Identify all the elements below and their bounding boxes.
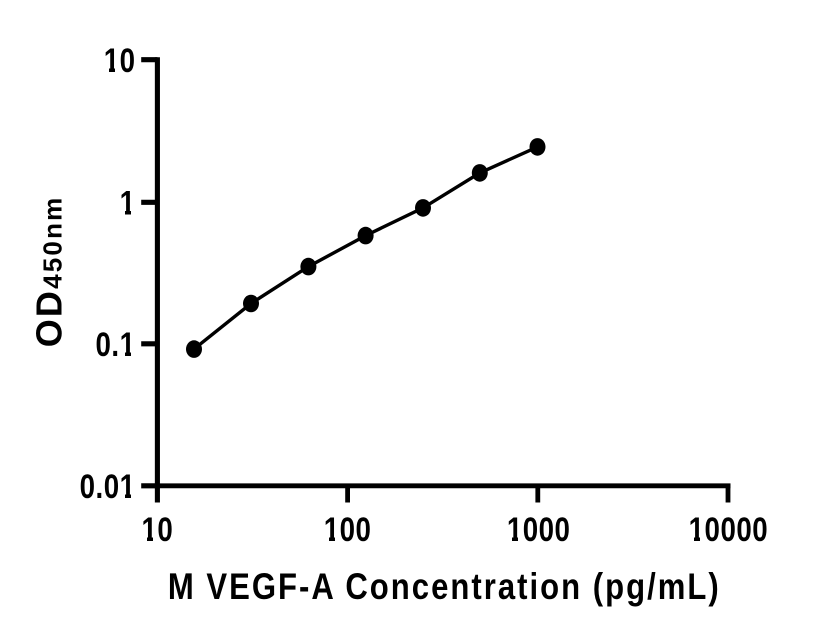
svg-text:M VEGF-A Concentration (pg/mL): M VEGF-A Concentration (pg/mL) [168, 567, 721, 608]
svg-text:0.01: 0.01 [80, 467, 136, 505]
svg-text:10000: 10000 [689, 511, 768, 549]
svg-text:100: 100 [324, 511, 372, 549]
svg-text:1000: 1000 [507, 511, 571, 549]
svg-text:1: 1 [120, 184, 136, 222]
svg-text:0.1: 0.1 [96, 325, 136, 363]
svg-text:10: 10 [142, 511, 174, 549]
